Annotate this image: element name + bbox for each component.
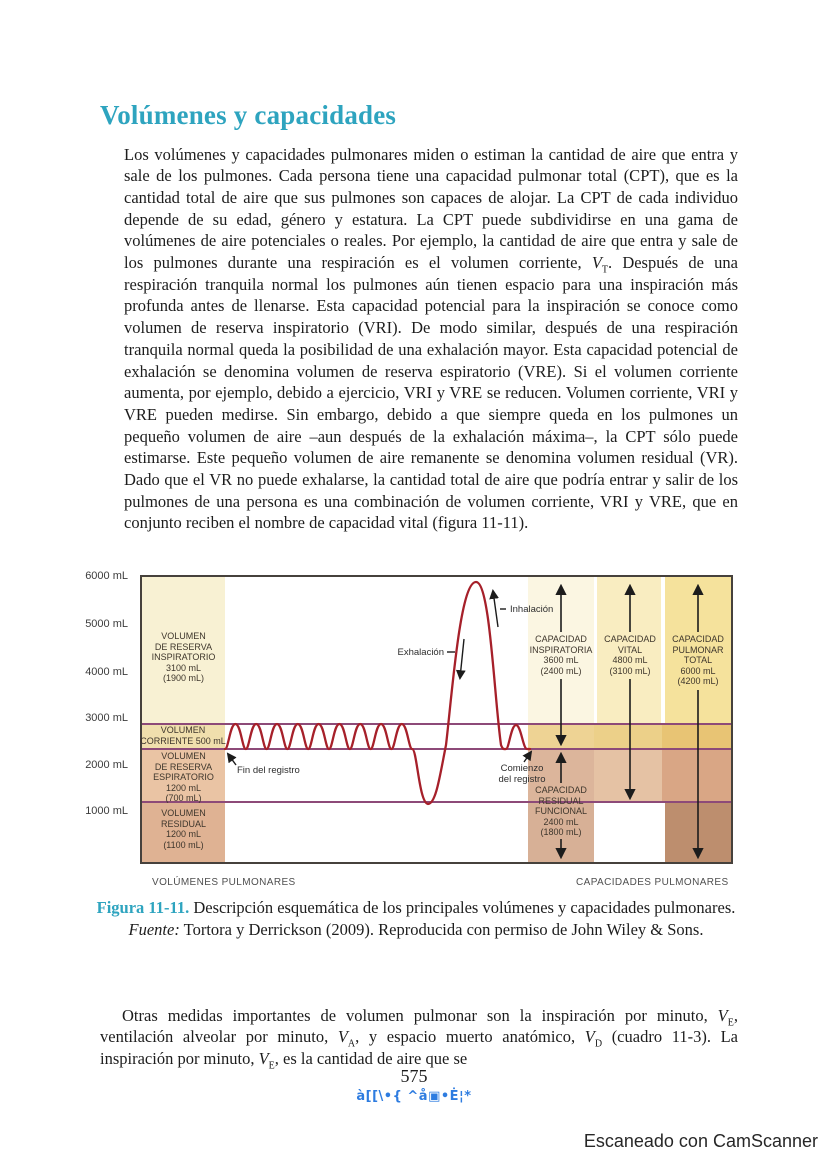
label-inhalacion: Inhalación <box>510 604 554 615</box>
vd-symbol: VD <box>584 1027 603 1050</box>
tidal-volume-symbol: VT <box>591 253 609 276</box>
label-volumen-residual: VOLUMEN RESIDUAL 1200 mL (1100 mL) <box>160 808 206 850</box>
ytick-5000: 5000 mL <box>85 618 128 630</box>
band-gold-3 <box>662 724 731 749</box>
p1-text-b: . Después de una respiración tranquila n… <box>124 253 738 533</box>
band-volumen-residual <box>142 802 225 862</box>
band-vre <box>142 749 225 802</box>
ve-symbol: VE <box>717 1005 734 1028</box>
p2-text-d: (cuadro 11-3). La inspiración por minuto… <box>100 1027 738 1068</box>
p2-text-a: Otras medidas importantes de volumen pul… <box>122 1005 718 1025</box>
figure-caption-label: Figura 11-11. <box>96 898 190 917</box>
paragraph-volumes: Los volúmenes y capacidades pulmonares m… <box>124 144 738 535</box>
level-line-1250 <box>142 801 731 803</box>
band-salmon-2 <box>594 749 662 802</box>
label-capacidad-total: CAPACIDAD PULMONAR TOTAL 6000 mL (4200 m… <box>672 634 724 686</box>
footer-capacidades-pulmonares: CAPACIDADES PULMONARES <box>576 877 729 888</box>
label-volumen-corriente: VOLUMEN CORRIENTE 500 mL <box>140 725 226 746</box>
p2-text-c: , y espacio muerto anatómico, <box>355 1027 585 1047</box>
camscanner-watermark: Escaneado con CamScanner <box>583 1131 818 1151</box>
label-vre: VOLUMEN DE RESERVA ESPIRATORIO 1200 mL (… <box>153 751 214 803</box>
level-line-2500 <box>142 748 731 750</box>
band-gold-2 <box>594 724 662 749</box>
figure-caption-text-b: Tortora y Derrickson (2009). Reproducida… <box>179 919 704 939</box>
label-capacidad-residual-funcional: CAPACIDAD RESIDUAL FUNCIONAL 2400 mL (18… <box>534 785 587 837</box>
label-vri: VOLUMEN DE RESERVA INSPIRATORIO 3100 mL … <box>151 631 216 683</box>
p2-text-b: , ventilación alveolar por minuto, <box>100 1005 738 1047</box>
band-salmon-3 <box>662 749 731 802</box>
figure-caption: Figura 11-11. Descripción esquemática de… <box>92 897 740 940</box>
p2-text-e: , es la cantidad de aire que se <box>274 1048 468 1068</box>
page-number: 575 <box>400 1066 428 1086</box>
page-title: Volúmenes y capacidades <box>100 100 397 131</box>
ytick-2000: 2000 mL <box>85 759 128 771</box>
label-exhalacion: Exhalación <box>397 647 444 658</box>
fin-arrow <box>226 752 237 766</box>
paragraph-otras-medidas: Otras medidas importantes de volumen pul… <box>100 1005 738 1072</box>
label-comienzo-registro: Comienzo del registro <box>498 763 546 785</box>
band-volumen-corriente <box>142 724 225 749</box>
band-capacidad-vital <box>597 577 661 724</box>
ytick-1000: 1000 mL <box>85 805 128 817</box>
figure-caption-text-a: Descripción esquemática de los principal… <box>189 898 736 917</box>
ve-symbol-2: VE <box>258 1048 275 1072</box>
exhalacion-arrow <box>455 638 466 680</box>
figure-11-11: 6000 mL 5000 mL 4000 mL 3000 mL 2000 mL … <box>40 570 740 902</box>
label-capacidad-vital: CAPACIDAD VITAL 4800 mL (3100 mL) <box>604 634 656 676</box>
footer-glyph-artifacts: à[[\•{ ^å▣•Ė¦* <box>356 1089 472 1104</box>
inhalacion-arrow <box>489 589 499 628</box>
label-fin-registro: Fin del registro <box>237 765 300 776</box>
ytick-6000: 6000 mL <box>85 570 128 582</box>
band-gold-1 <box>528 724 594 749</box>
label-capacidad-inspiratoria: CAPACIDAD INSPIRATORIA 3600 mL (2400 mL) <box>529 634 593 676</box>
p1-text-a: Los volúmenes y capacidades pulmonares m… <box>124 144 738 273</box>
figure-caption-fuente: Fuente: <box>128 919 180 939</box>
band-total-bottom <box>665 802 731 862</box>
ytick-3000: 3000 mL <box>85 712 128 724</box>
ytick-4000: 4000 mL <box>85 666 128 678</box>
footer-volumenes-pulmonares: VOLÚMENES PULMONARES <box>152 877 296 888</box>
band-vri <box>142 577 225 724</box>
va-symbol: VA <box>337 1027 356 1050</box>
spirogram-plot-area: VOLUMEN DE RESERVA INSPIRATORIO 3100 mL … <box>140 575 733 864</box>
